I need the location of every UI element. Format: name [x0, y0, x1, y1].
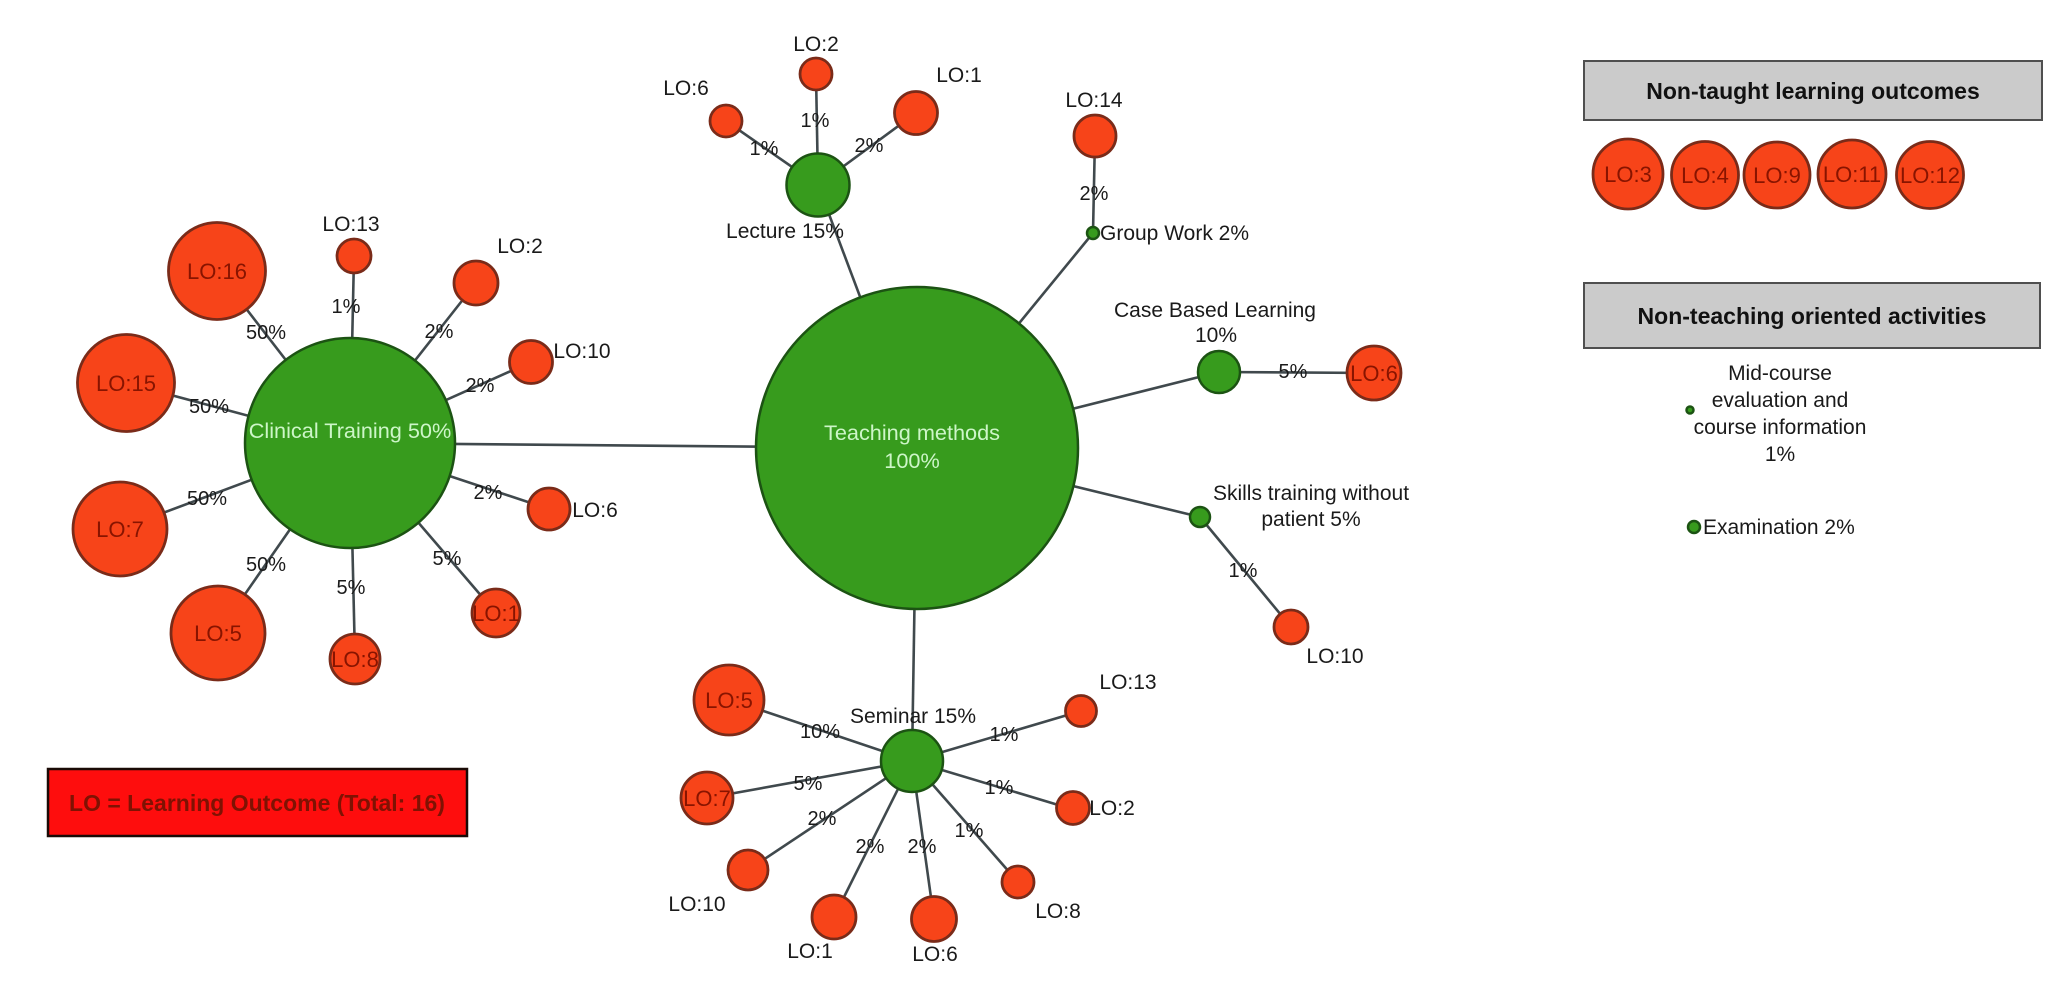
- svg-text:1%: 1%: [990, 724, 1019, 746]
- svg-text:LO:2: LO:2: [497, 235, 543, 258]
- svg-text:1%: 1%: [1765, 443, 1795, 466]
- svg-text:Clinical Training 50%: Clinical Training 50%: [249, 418, 452, 443]
- svg-text:LO:5: LO:5: [705, 688, 753, 713]
- svg-text:100%: 100%: [884, 448, 939, 473]
- svg-text:LO:6: LO:6: [572, 499, 618, 522]
- svg-text:LO:14: LO:14: [1065, 89, 1123, 112]
- svg-text:LO:13: LO:13: [1099, 671, 1156, 694]
- svg-text:patient 5%: patient 5%: [1261, 508, 1360, 531]
- svg-text:LO = Learning Outcome (Total:: LO = Learning Outcome (Total: 16): [69, 790, 445, 816]
- svg-text:LO:6: LO:6: [1350, 361, 1398, 386]
- svg-text:Non-taught learning outcomes: Non-taught learning outcomes: [1646, 78, 1980, 104]
- svg-text:5%: 5%: [337, 577, 366, 599]
- svg-text:LO:2: LO:2: [793, 33, 839, 56]
- svg-text:1%: 1%: [332, 296, 361, 318]
- svg-text:1%: 1%: [1229, 560, 1258, 582]
- svg-text:1%: 1%: [750, 138, 779, 160]
- svg-text:5%: 5%: [433, 548, 462, 570]
- svg-text:10%: 10%: [1195, 324, 1237, 347]
- svg-text:5%: 5%: [1279, 361, 1308, 383]
- svg-text:LO:1: LO:1: [936, 64, 982, 87]
- svg-text:Mid-course: Mid-course: [1728, 362, 1832, 385]
- svg-text:LO:10: LO:10: [668, 893, 725, 916]
- svg-text:Seminar 15%: Seminar 15%: [850, 705, 976, 728]
- svg-text:LO:1: LO:1: [787, 940, 833, 963]
- svg-text:LO:7: LO:7: [683, 786, 731, 811]
- svg-text:50%: 50%: [246, 322, 286, 344]
- svg-text:LO:9: LO:9: [1753, 163, 1801, 188]
- svg-text:LO:6: LO:6: [663, 77, 709, 100]
- svg-text:Examination 2%: Examination 2%: [1703, 516, 1855, 539]
- svg-text:LO:1: LO:1: [472, 601, 520, 626]
- svg-text:50%: 50%: [246, 554, 286, 576]
- svg-text:LO:12: LO:12: [1900, 163, 1960, 188]
- svg-text:1%: 1%: [985, 777, 1014, 799]
- svg-text:2%: 2%: [908, 836, 937, 858]
- svg-text:10%: 10%: [800, 721, 840, 743]
- svg-text:LO:2: LO:2: [1089, 797, 1135, 820]
- svg-text:LO:16: LO:16: [187, 259, 247, 284]
- svg-text:1%: 1%: [955, 820, 984, 842]
- svg-text:Teaching methods: Teaching methods: [824, 420, 1000, 445]
- svg-text:Lecture 15%: Lecture 15%: [726, 220, 844, 243]
- svg-text:50%: 50%: [189, 396, 229, 418]
- svg-text:Non-teaching oriented activiti: Non-teaching oriented activities: [1638, 303, 1987, 329]
- svg-text:2%: 2%: [425, 321, 454, 343]
- svg-text:50%: 50%: [187, 488, 227, 510]
- svg-text:LO:6: LO:6: [912, 943, 958, 966]
- svg-text:LO:13: LO:13: [322, 213, 379, 236]
- svg-text:LO:3: LO:3: [1604, 162, 1652, 187]
- svg-text:2%: 2%: [808, 808, 837, 830]
- svg-text:2%: 2%: [474, 482, 503, 504]
- svg-text:2%: 2%: [1080, 183, 1109, 205]
- svg-text:LO:4: LO:4: [1681, 163, 1729, 188]
- svg-text:LO:8: LO:8: [331, 647, 379, 672]
- svg-text:evaluation and: evaluation and: [1712, 389, 1849, 412]
- svg-text:Group Work 2%: Group Work 2%: [1100, 222, 1249, 245]
- svg-text:Case Based Learning: Case Based Learning: [1114, 299, 1316, 322]
- svg-text:LO:8: LO:8: [1035, 900, 1081, 923]
- svg-text:2%: 2%: [855, 135, 884, 157]
- svg-text:Skills training without: Skills training without: [1213, 482, 1409, 505]
- svg-text:2%: 2%: [466, 375, 495, 397]
- svg-text:LO:11: LO:11: [1823, 162, 1881, 187]
- svg-text:LO:7: LO:7: [96, 517, 144, 542]
- svg-text:LO:10: LO:10: [1306, 645, 1363, 668]
- svg-text:LO:10: LO:10: [553, 340, 610, 363]
- svg-text:5%: 5%: [794, 773, 823, 795]
- svg-text:LO:5: LO:5: [194, 621, 242, 646]
- svg-text:course information: course information: [1694, 416, 1867, 439]
- svg-text:1%: 1%: [801, 110, 830, 132]
- svg-text:LO:15: LO:15: [96, 371, 156, 396]
- svg-text:2%: 2%: [856, 836, 885, 858]
